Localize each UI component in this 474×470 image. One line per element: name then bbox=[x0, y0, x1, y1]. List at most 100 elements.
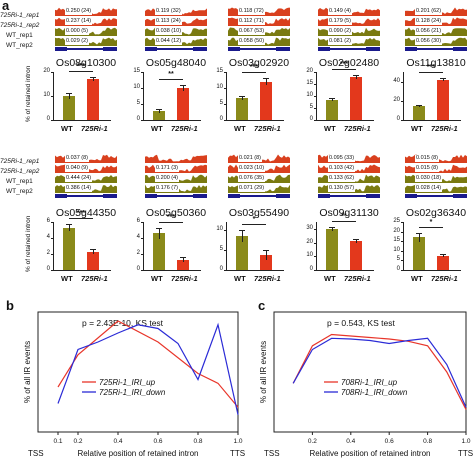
significance-stars: ** bbox=[168, 71, 174, 79]
x-tick-label: 0.1 bbox=[53, 438, 62, 445]
bar-y-tick-mark bbox=[141, 222, 143, 223]
significance-bracket bbox=[419, 72, 443, 74]
gene-exon bbox=[405, 194, 417, 198]
bar-y-tick: 0 bbox=[46, 116, 50, 122]
bar-y-axis-label: % of retained intron bbox=[25, 215, 32, 272]
bar-y-tick: 5 bbox=[136, 100, 140, 106]
line-chart-b: p = 2.43E-10, KS test725Ri-1_IRI_up725Ri… bbox=[23, 311, 245, 458]
bar-y-tick-mark bbox=[314, 120, 316, 121]
intron-ratio-label: 0.444 (24) bbox=[65, 175, 93, 182]
gene-model bbox=[228, 48, 290, 50]
series-line-up bbox=[292, 333, 467, 410]
error-cap bbox=[66, 224, 72, 226]
plot-frame bbox=[273, 311, 467, 433]
plot-frame bbox=[37, 311, 239, 433]
intron-ratio-label: 0.250 (24) bbox=[65, 8, 93, 15]
bar-y-tick-mark bbox=[51, 120, 53, 121]
intron-ratio-label: 0.237 (14) bbox=[65, 18, 93, 25]
bar-y-tick-mark bbox=[51, 72, 53, 73]
wt-bar bbox=[63, 227, 75, 270]
ks-test-pvalue: p = 0.543, KS test bbox=[327, 318, 395, 328]
bar-y-tick-mark bbox=[401, 81, 403, 83]
error-cap bbox=[156, 109, 162, 111]
gene-name: Os08g10300 bbox=[55, 57, 117, 69]
bar-y-tick: 5 bbox=[396, 256, 400, 263]
bar-y-tick: 10 bbox=[133, 84, 140, 90]
wt-bar bbox=[326, 228, 338, 270]
bar-y-tick: 10 bbox=[216, 226, 223, 232]
bar-y-tick: 15 bbox=[306, 80, 313, 86]
bar-y-tick: 10 bbox=[393, 246, 400, 253]
intron-ratio-label: 0.201 (62) bbox=[415, 8, 443, 15]
bar-y-axis bbox=[53, 72, 54, 120]
track-label-mut-rep2: 725Ri-1_rep2 bbox=[0, 22, 40, 29]
bar-y-tick-mark bbox=[141, 88, 143, 89]
intron-ratio-label: 0.076 (35) bbox=[238, 175, 266, 182]
bar-y-tick-mark bbox=[224, 250, 226, 251]
error-bar bbox=[442, 254, 444, 258]
gene-exon bbox=[318, 47, 330, 51]
wt-group-label: WT bbox=[61, 124, 73, 133]
bar-y-tick-mark bbox=[401, 270, 403, 271]
intron-ratio-label: 0.056 (30) bbox=[415, 38, 443, 45]
intron-ratio-label: 0.176 (7) bbox=[155, 185, 180, 192]
significance-bracket bbox=[332, 220, 356, 222]
gene-exon bbox=[318, 194, 330, 198]
mut-bar bbox=[177, 259, 189, 270]
intron-ratio-label: 0.023 (10) bbox=[238, 165, 266, 172]
bar-x-axis bbox=[53, 270, 111, 271]
bar-y-tick-mark bbox=[401, 231, 403, 233]
tss-label: TSS bbox=[264, 449, 280, 458]
mut-bar bbox=[437, 255, 449, 270]
significance-bracket bbox=[69, 218, 93, 220]
x-tick-label: 0.8 bbox=[193, 438, 202, 445]
x-axis-label: Relative position of retained intron bbox=[310, 449, 431, 458]
error-bar bbox=[92, 249, 94, 254]
x-tick-label: 0.4 bbox=[113, 438, 122, 445]
bar-y-tick-mark bbox=[401, 100, 403, 102]
bar-y-tick-mark bbox=[314, 96, 316, 97]
bar-y-tick-mark bbox=[314, 270, 316, 271]
error-cap bbox=[440, 254, 446, 256]
gene-exon bbox=[103, 47, 117, 51]
intron-ratio-label: 0.179 (5) bbox=[328, 18, 353, 25]
gene-exon bbox=[366, 47, 380, 51]
bar-y-tick-mark bbox=[224, 104, 226, 105]
error-cap bbox=[239, 95, 245, 97]
bar-y-tick-mark bbox=[51, 254, 53, 255]
y-axis-label: % of all IR events bbox=[23, 341, 32, 403]
coverage-track bbox=[145, 7, 207, 16]
mut-bar bbox=[87, 251, 99, 270]
significance-stars: *** bbox=[166, 213, 176, 221]
track-label-mut-rep2: 725Ri-1_rep2 bbox=[0, 168, 40, 175]
gene-model bbox=[145, 195, 207, 197]
gene-exon bbox=[193, 47, 207, 51]
gene-name: Os03g02920 bbox=[228, 57, 290, 69]
gene-name: Os05g48040 bbox=[145, 57, 207, 69]
intron-ratio-label: 0.071 (29) bbox=[238, 185, 266, 192]
legend-label: 725Ri-1_IRI_up bbox=[99, 378, 156, 387]
intron-ratio-label: 0.040 (9) bbox=[65, 165, 90, 172]
coverage-track bbox=[405, 17, 467, 26]
gene-exon bbox=[55, 47, 67, 51]
bar-x-axis bbox=[143, 270, 201, 271]
intron-ratio-label: 0.103 (42) bbox=[328, 165, 356, 172]
bar-y-tick-mark bbox=[51, 270, 53, 271]
bar-y-tick-mark bbox=[141, 238, 143, 239]
bar-y-tick: 20 bbox=[306, 68, 313, 74]
significance-stars: *** bbox=[76, 210, 86, 218]
wt-group-label: WT bbox=[151, 274, 163, 283]
mut-group-label: 725Ri-1 bbox=[344, 274, 371, 283]
mut-group-label: 725Ri-1 bbox=[431, 274, 458, 283]
error-bar bbox=[331, 226, 333, 231]
bar-y-axis bbox=[143, 222, 144, 270]
mut-group-label: 725Ri-1 bbox=[81, 274, 108, 283]
bar-y-tick: 0 bbox=[309, 266, 313, 272]
intron-ratio-label: 0.015 (8) bbox=[415, 165, 440, 172]
gene-model bbox=[405, 48, 467, 50]
bar-y-tick-mark bbox=[141, 72, 143, 73]
error-cap bbox=[416, 104, 422, 106]
x-tick-label: 0.4 bbox=[346, 438, 355, 445]
bar-y-tick-mark bbox=[314, 228, 316, 230]
error-bar bbox=[182, 85, 184, 91]
